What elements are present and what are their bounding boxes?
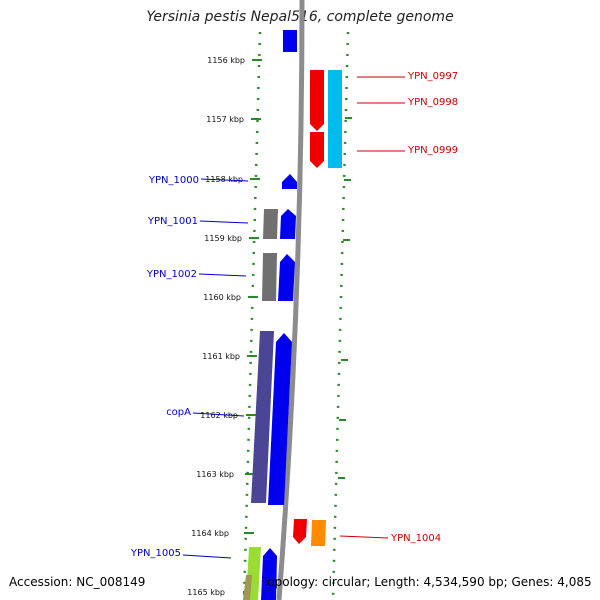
right-dotted-track xyxy=(331,31,350,600)
gene-label[interactable]: YPN_1005 xyxy=(130,548,181,559)
leader-line xyxy=(339,535,389,539)
gene-label[interactable]: YPN_0998 xyxy=(407,97,458,108)
tick-label: 1161 kbp xyxy=(202,352,240,361)
gene-block-olive xyxy=(243,575,252,600)
tick-labels: 1156 kbp 1157 kbp 1158 kbp 1159 kbp 1160… xyxy=(187,56,245,597)
gene-labels-left: YPN_1000 YPN_1001 YPN_1002 copA YPN_1005 xyxy=(130,175,199,559)
right-track-dashes xyxy=(338,117,352,479)
gene-arrow-blue xyxy=(278,254,295,301)
leader-line xyxy=(182,554,232,559)
accession-text: Accession: NC_008149 xyxy=(9,575,146,589)
tick-label: 1164 kbp xyxy=(191,529,229,538)
leader-line xyxy=(199,220,249,224)
gene-block-orange xyxy=(311,520,326,546)
forward-genes xyxy=(261,30,297,600)
gene-arrow-red xyxy=(310,132,324,168)
gene-label[interactable]: YPN_1001 xyxy=(147,216,198,227)
tick-label: 1162 kbp xyxy=(200,411,238,420)
gene-arrow-red xyxy=(293,519,307,544)
gene-label[interactable]: YPN_1004 xyxy=(390,533,441,544)
gene-arrow-blue xyxy=(268,333,292,505)
gene-block-gray xyxy=(262,253,277,301)
genome-backbone xyxy=(276,0,305,600)
gene-label[interactable]: YPN_0997 xyxy=(407,71,458,82)
tick-label: 1159 kbp xyxy=(204,234,242,243)
gene-arrow-red xyxy=(310,70,324,131)
gene-arrow-blue xyxy=(261,548,277,600)
gene-block-cyan xyxy=(328,70,342,168)
gene-label[interactable]: YPN_1000 xyxy=(148,175,199,186)
gene-label[interactable]: YPN_1002 xyxy=(146,269,197,280)
gene-arrow-blue xyxy=(280,209,296,239)
reverse-genes xyxy=(293,70,342,546)
gene-block-purple xyxy=(251,331,274,503)
tick-label: 1160 kbp xyxy=(203,293,241,302)
tick-marks xyxy=(243,59,262,593)
leader-line xyxy=(192,412,245,417)
leader-line xyxy=(200,178,249,182)
tick-label: 1165 kbp xyxy=(187,588,225,597)
gene-arrow-blue xyxy=(283,30,297,52)
left-dotted-track xyxy=(242,31,262,600)
gene-block-gray xyxy=(263,209,278,239)
genome-summary-text: Topology: circular; Length: 4,534,590 bp… xyxy=(262,575,592,589)
other-left-genes xyxy=(243,209,278,600)
gene-labels-right: YPN_0997 YPN_0998 YPN_0999 YPN_1004 xyxy=(390,71,458,544)
leader-line xyxy=(198,273,247,277)
left-leader-lines xyxy=(182,178,249,559)
tick-label: 1157 kbp xyxy=(206,115,244,124)
right-leader-lines xyxy=(339,76,405,539)
tick-label: 1163 kbp xyxy=(196,470,234,479)
gene-label[interactable]: YPN_0999 xyxy=(407,145,458,156)
gene-arrow-blue xyxy=(282,174,297,189)
gene-label[interactable]: copA xyxy=(166,407,191,418)
tick-label: 1156 kbp xyxy=(207,56,245,65)
